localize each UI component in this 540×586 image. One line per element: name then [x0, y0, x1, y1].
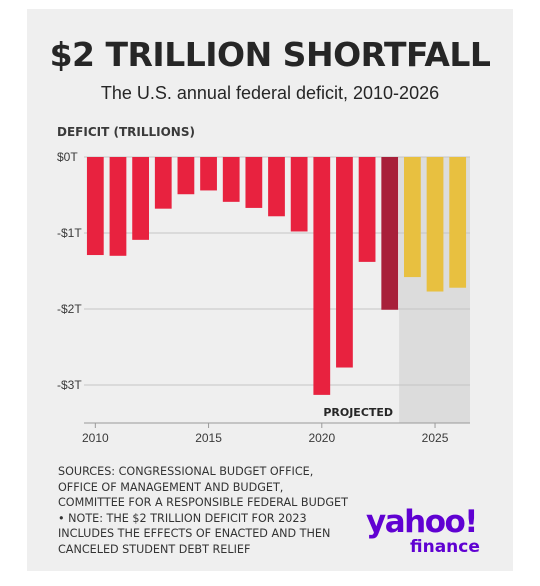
bar-2026: [449, 157, 467, 288]
chart-title: $2 TRILLION SHORTFALL: [49, 35, 491, 74]
y-axis-title: DEFICIT (TRILLIONS): [57, 125, 195, 139]
projected-annotation: PROJECTED: [323, 406, 393, 419]
bar-2010: [86, 157, 104, 256]
y-tick-label: -$2T: [57, 302, 82, 316]
bar-2020: [313, 157, 331, 395]
bar-2017: [245, 157, 263, 208]
bar-2023: [381, 157, 399, 310]
chart-subtitle: The U.S. annual federal deficit, 2010-20…: [100, 83, 440, 103]
bar-2025: [426, 157, 444, 292]
x-tick-label: 2020: [308, 431, 335, 445]
chart-card: $2 TRILLION SHORTFALL The U.S. annual fe…: [27, 9, 513, 571]
bar-2024: [404, 157, 421, 278]
x-tick-label: 2010: [82, 431, 109, 445]
bar-2013: [154, 157, 172, 209]
logo-yahoo-text: yahoo!: [366, 504, 478, 540]
sources-note: SOURCES: CONGRESSIONAL BUDGET OFFICE, OF…: [58, 465, 348, 556]
bar-2012: [132, 157, 149, 240]
x-tick-label: 2025: [422, 431, 449, 445]
bar-2018: [268, 157, 285, 217]
bar-2021: [336, 157, 353, 368]
bar-2016: [222, 157, 240, 202]
y-tick-label: $0T: [57, 150, 78, 164]
deficit-bar-chart: DEFICIT (TRILLIONS) $0T -$1T -$2T -$3T 2010 20…: [57, 125, 470, 445]
x-tick-label: 2015: [195, 431, 222, 445]
yahoo-finance-logo: yahoo! finance: [366, 506, 506, 556]
bar-2022: [358, 157, 376, 262]
y-tick-label: -$1T: [57, 226, 82, 240]
logo-finance-text: finance: [410, 537, 480, 557]
bar-2015: [200, 157, 217, 191]
bar-2014: [177, 157, 195, 195]
y-tick-label: -$3T: [57, 378, 82, 392]
bar-2019: [290, 157, 308, 232]
bar-2011: [109, 157, 127, 256]
